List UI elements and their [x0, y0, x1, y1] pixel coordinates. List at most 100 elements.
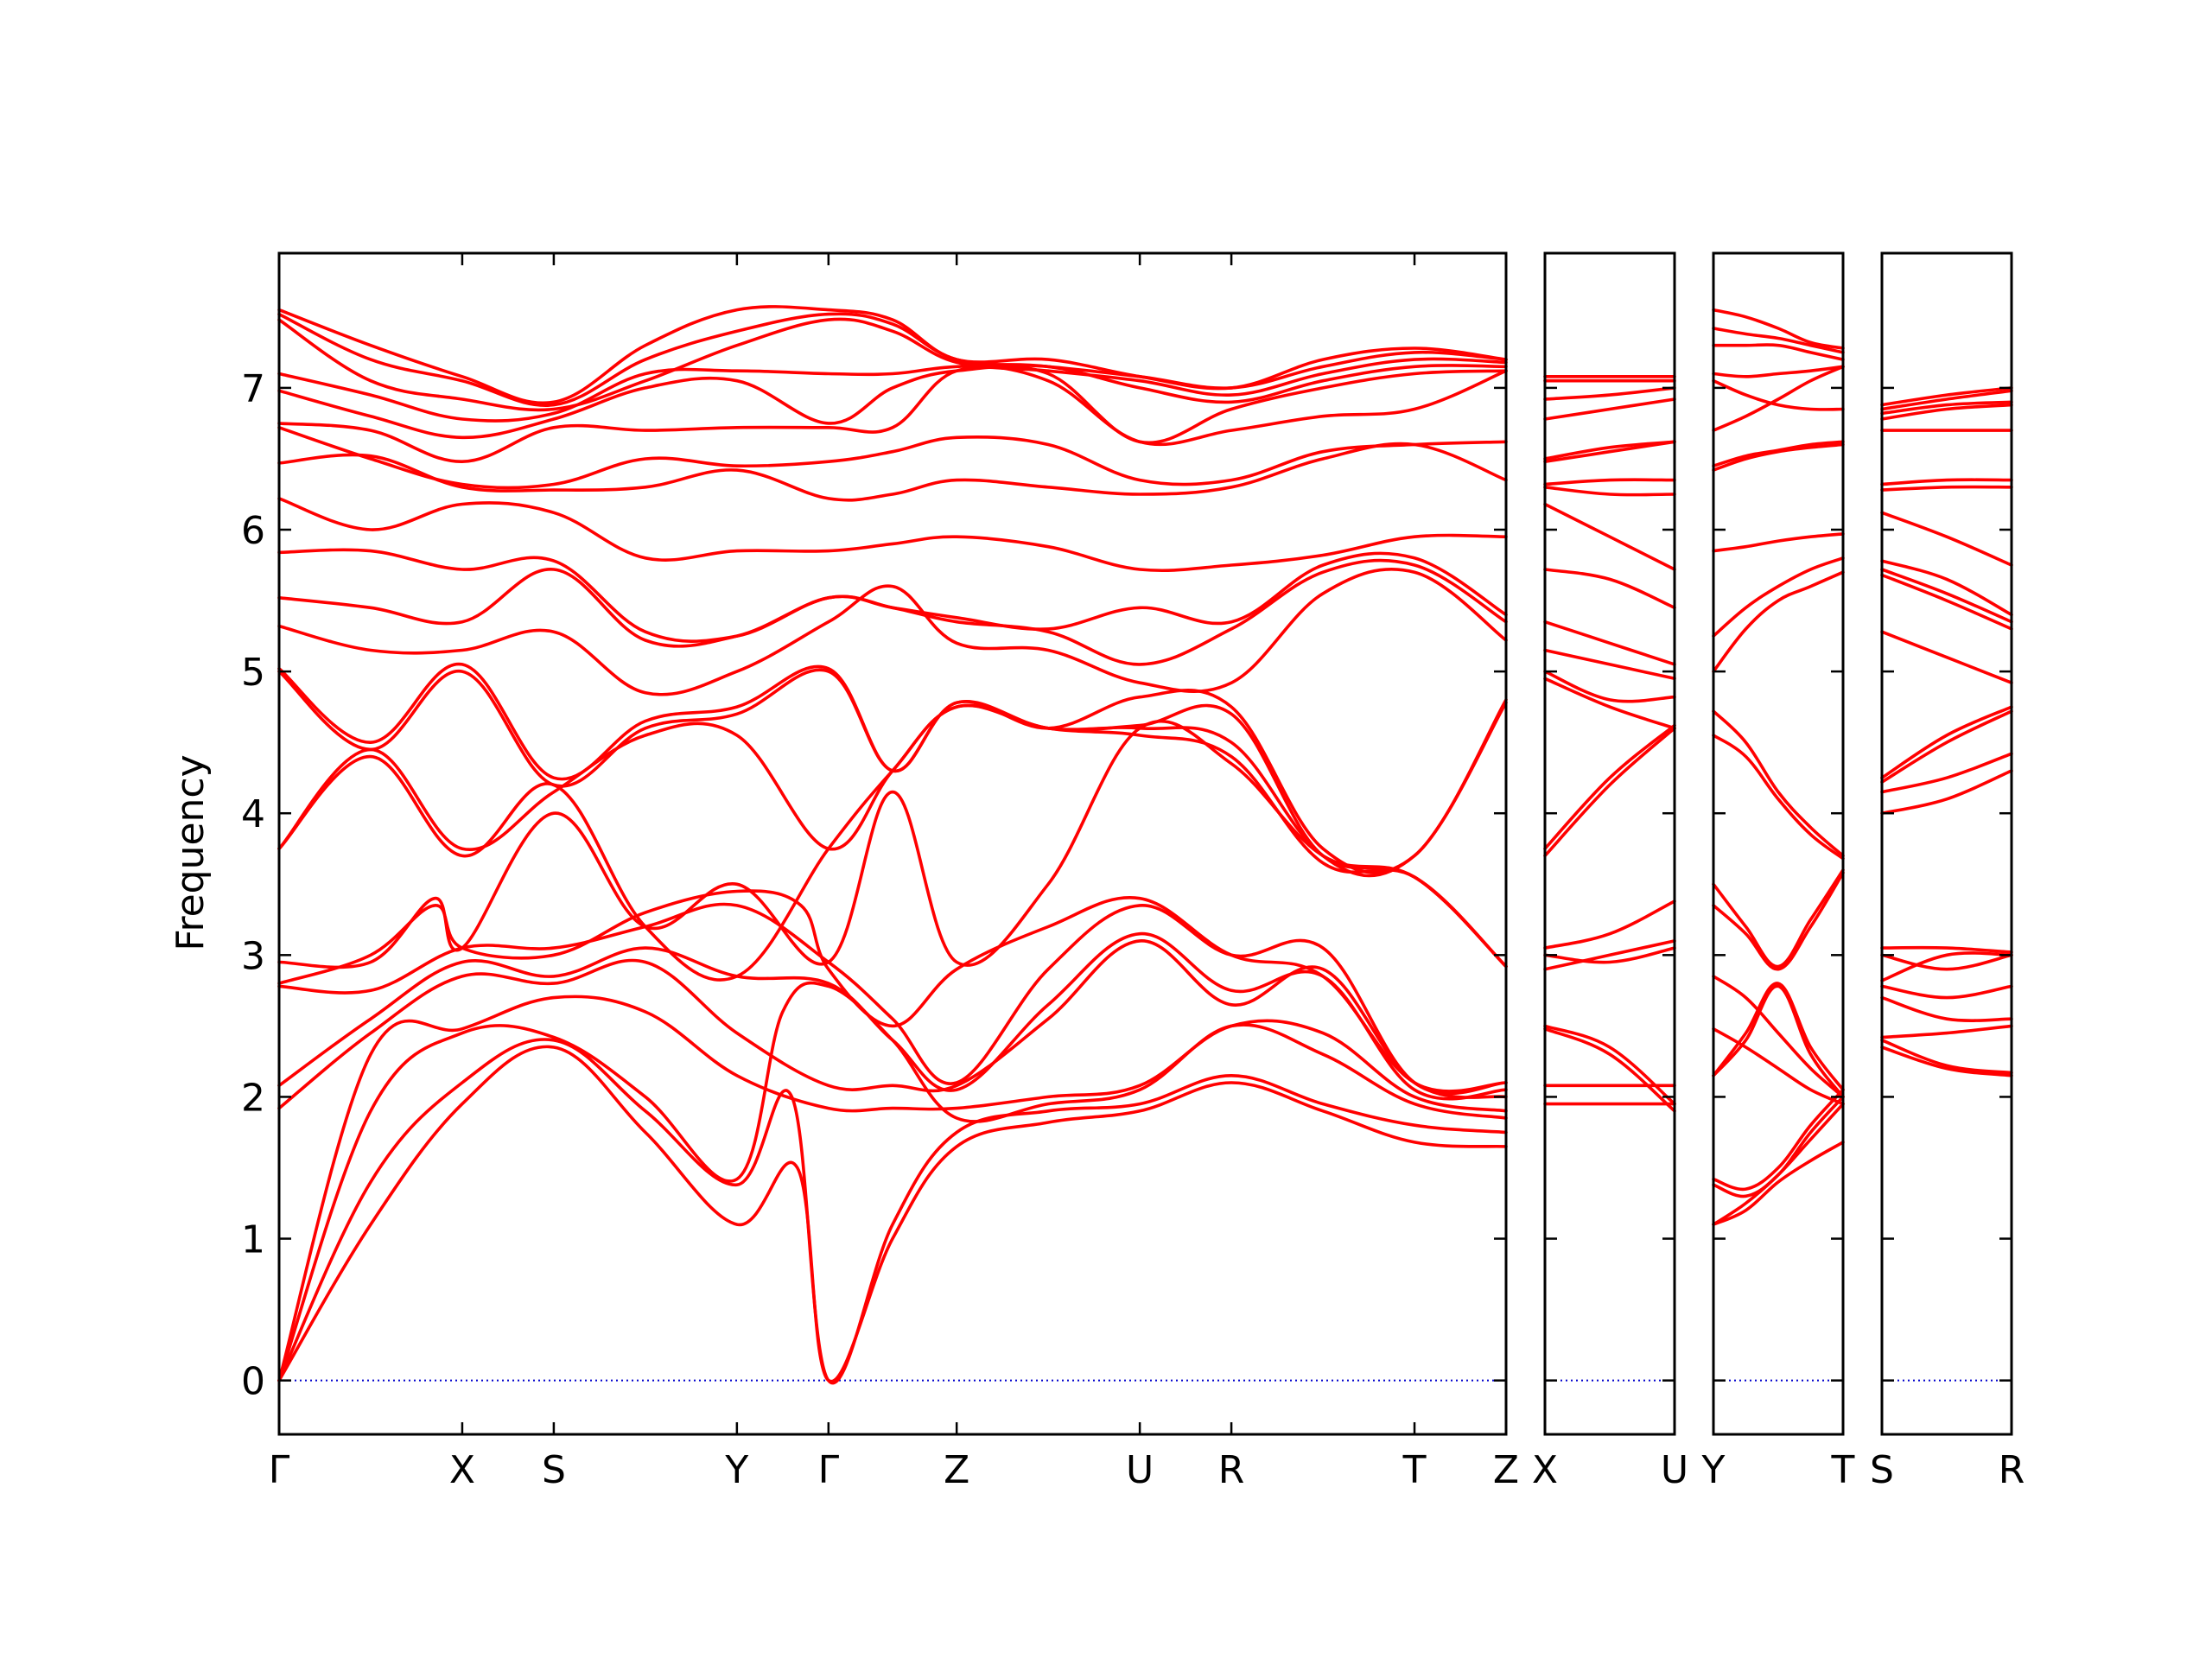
x-tick-label: S	[1870, 1448, 1894, 1492]
band-series-group	[1712, 308, 1845, 1226]
band-line-14	[1880, 573, 2013, 631]
band-line-11	[277, 703, 1508, 969]
band-line-11	[1543, 670, 1676, 703]
band-line-8	[1543, 727, 1676, 858]
band-line-17	[1543, 478, 1676, 486]
band-line-5	[1712, 984, 1845, 1099]
panel-1: 0 1 2 3 4 5 6 7 Γ X S Y Γ Z U R T Z	[241, 251, 1519, 1492]
band-line-22	[1880, 400, 2013, 416]
band-series-group	[1880, 386, 2013, 1077]
band-line-5	[1543, 939, 1676, 971]
band-line-14	[1543, 568, 1676, 610]
band-line-13	[1712, 570, 1845, 673]
band-line-11	[1712, 734, 1845, 861]
band-line-10	[1712, 868, 1845, 969]
y-tick-label: 0	[241, 1360, 265, 1404]
panel-frame	[277, 251, 1508, 1436]
band-line-15	[1880, 568, 2013, 624]
band-line-18	[1712, 365, 1845, 432]
band-line-20	[277, 365, 1508, 464]
band-line-11	[1880, 709, 2013, 784]
band-line-2	[277, 1038, 1508, 1385]
band-line-18	[1543, 440, 1676, 463]
band-line-19	[1712, 378, 1845, 411]
y-tick-label: 4	[241, 792, 265, 836]
band-line-7	[1880, 953, 2013, 971]
panel-frame	[1543, 251, 1676, 1436]
band-line-4	[1880, 995, 2013, 1022]
panel-frame	[1712, 251, 1845, 1436]
x-tick-label: Z	[944, 1448, 969, 1492]
band-line-19	[1543, 440, 1676, 461]
band-line-1	[277, 1045, 1508, 1383]
band-line-1	[1712, 1141, 1845, 1226]
band-line-7	[277, 902, 1508, 1096]
x-tick-label: T	[1831, 1448, 1855, 1492]
x-tick-label: R	[1218, 1448, 1245, 1492]
band-line-17	[1712, 440, 1845, 467]
y-axis-title: Frequency	[168, 754, 213, 950]
band-line-22	[277, 363, 1508, 423]
band-line-9	[1880, 769, 2013, 815]
band-line-9	[277, 720, 1508, 969]
band-line-22	[1712, 327, 1845, 354]
band-line-6	[1712, 982, 1845, 1091]
band-line-6	[1543, 946, 1676, 964]
x-tick-label: U	[1661, 1448, 1688, 1492]
band-line-12	[1712, 709, 1845, 858]
x-tick-label: Y	[724, 1448, 748, 1492]
x-tick-label: S	[542, 1448, 566, 1492]
band-line-14	[277, 567, 1508, 696]
y-tick-label: 6	[241, 509, 265, 553]
band-line-12	[1880, 705, 2013, 779]
band-line-2	[1880, 1039, 2013, 1075]
band-line-8	[1712, 975, 1845, 1099]
band-line-9	[1712, 871, 1845, 971]
band-line-4	[1543, 1024, 1676, 1106]
band-line-10	[1880, 752, 2013, 794]
band-line-5	[1880, 984, 2013, 1000]
band-line-19	[1880, 478, 2013, 486]
band-line-17	[277, 497, 1508, 573]
band-line-6	[277, 931, 1508, 1101]
band-line-7	[1543, 899, 1676, 950]
y-tick-label: 7	[241, 367, 265, 411]
band-line-21	[1543, 386, 1676, 401]
band-line-23	[277, 317, 1508, 412]
band-line-18	[1880, 485, 2013, 492]
band-line-16	[1880, 559, 2013, 617]
x-tick-label: Γ	[269, 1448, 290, 1492]
band-line-2	[1712, 1102, 1845, 1226]
band-line-21	[1880, 403, 2013, 421]
band-line-13	[1880, 630, 2013, 684]
x-tick-label: T	[1402, 1448, 1427, 1492]
band-line-8	[1880, 945, 2013, 954]
x-tick-label: X	[449, 1448, 475, 1492]
y-tick-label: 1	[241, 1218, 265, 1262]
band-line-23	[1712, 308, 1845, 350]
band-line-8	[277, 889, 1508, 1093]
band-line-25	[277, 305, 1508, 405]
y-tick-label: 3	[241, 934, 265, 978]
band-line-13	[277, 663, 1508, 874]
band-line-3	[277, 981, 1508, 1382]
band-line-16	[1712, 442, 1845, 472]
panel-frame	[1880, 251, 2013, 1436]
band-line-1	[1880, 1046, 2013, 1077]
band-line-12	[1543, 648, 1676, 681]
band-line-3	[1543, 1027, 1676, 1113]
band-line-14	[1712, 556, 1845, 638]
band-line-9	[1543, 723, 1676, 850]
band-line-6	[1880, 951, 2013, 982]
band-line-3	[1712, 1095, 1845, 1198]
band-line-20	[1712, 365, 1845, 378]
y-tick-label: 5	[241, 651, 265, 695]
x-tick-label: Z	[1493, 1448, 1519, 1492]
band-line-23	[1880, 389, 2013, 411]
band-line-17	[1880, 511, 2013, 567]
x-tick-label: X	[1532, 1448, 1558, 1492]
